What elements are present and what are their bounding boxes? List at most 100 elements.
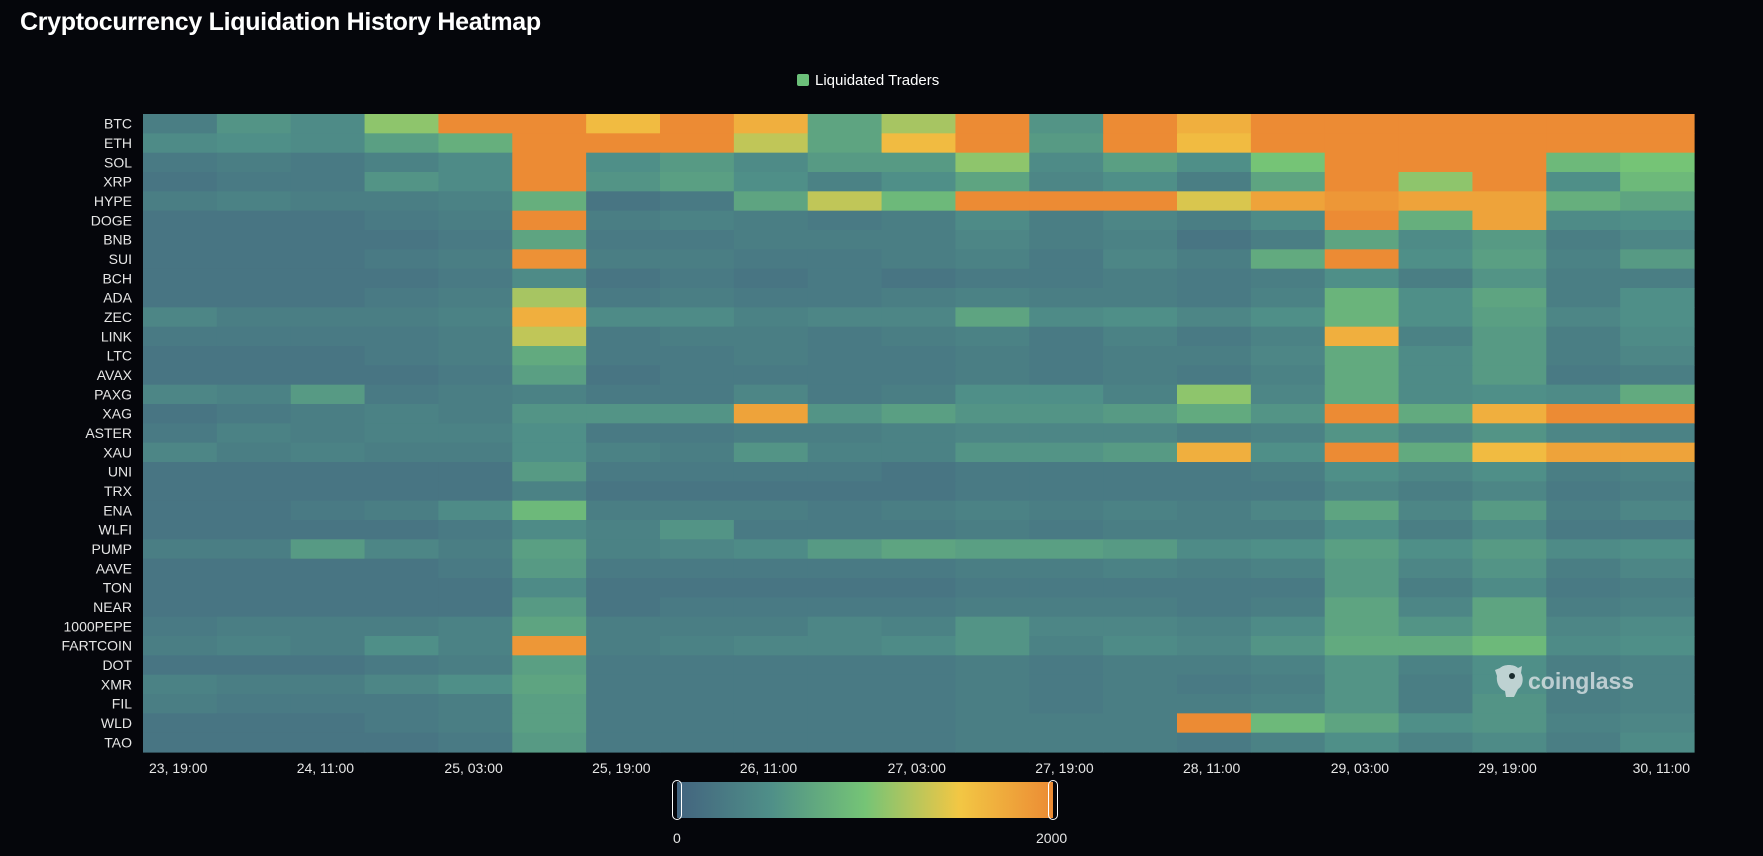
heatmap-cell[interactable] [1472, 442, 1547, 463]
heatmap-cell[interactable] [1103, 288, 1178, 308]
heatmap-cell[interactable] [1250, 481, 1326, 502]
heatmap-cell[interactable] [1620, 133, 1695, 154]
heatmap-cell[interactable] [660, 616, 735, 637]
heatmap-cell[interactable] [1029, 500, 1104, 521]
heatmap-cell[interactable] [1546, 462, 1621, 482]
heatmap-cell[interactable] [733, 636, 809, 656]
heatmap-cell[interactable] [1029, 268, 1104, 289]
heatmap-cell[interactable] [1620, 578, 1695, 598]
heatmap-cell[interactable] [660, 539, 735, 560]
heatmap-cell[interactable] [364, 133, 440, 154]
heatmap-cell[interactable] [1250, 597, 1326, 618]
heatmap-cell[interactable] [660, 230, 735, 250]
heatmap-cell[interactable] [955, 307, 1030, 328]
heatmap-cell[interactable] [438, 346, 513, 366]
heatmap-cell[interactable] [438, 694, 513, 714]
heatmap-cell[interactable] [586, 210, 661, 231]
heatmap-cell[interactable] [216, 249, 292, 270]
heatmap-cell[interactable] [438, 674, 513, 695]
heatmap-cell[interactable] [1029, 694, 1104, 714]
heatmap-cell[interactable] [1029, 713, 1104, 734]
heatmap-cell[interactable] [955, 268, 1030, 289]
heatmap-cell[interactable] [1324, 268, 1400, 289]
heatmap-cell[interactable] [143, 288, 218, 308]
heatmap-cell[interactable] [1620, 674, 1695, 695]
heatmap-cell[interactable] [586, 384, 661, 405]
heatmap-cell[interactable] [807, 636, 883, 656]
heatmap-cell[interactable] [1324, 636, 1400, 656]
heatmap-cell[interactable] [955, 326, 1030, 347]
heatmap-cell[interactable] [660, 133, 735, 154]
heatmap-cell[interactable] [143, 152, 218, 173]
heatmap-cell[interactable] [1472, 423, 1547, 444]
heatmap-cell[interactable] [807, 597, 883, 618]
heatmap-cell[interactable] [438, 307, 513, 328]
heatmap-cell[interactable] [733, 500, 809, 521]
heatmap-cell[interactable] [143, 268, 218, 289]
heatmap-cell[interactable] [955, 732, 1030, 753]
heatmap-cell[interactable] [216, 597, 292, 618]
heatmap-cell[interactable] [1177, 616, 1252, 637]
heatmap-cell[interactable] [1472, 384, 1547, 405]
heatmap-cell[interactable] [881, 114, 957, 134]
heatmap-cell[interactable] [1029, 539, 1104, 560]
heatmap-cell[interactable] [438, 249, 513, 270]
visual-map-min-handle[interactable] [672, 780, 682, 820]
heatmap-cell[interactable] [733, 616, 809, 637]
heatmap-cell[interactable] [1398, 597, 1474, 618]
heatmap-cell[interactable] [143, 210, 218, 231]
heatmap-cell[interactable] [1029, 674, 1104, 695]
heatmap-cell[interactable] [586, 152, 661, 173]
heatmap-cell[interactable] [1177, 636, 1252, 656]
heatmap-cell[interactable] [807, 616, 883, 637]
heatmap-cell[interactable] [216, 365, 292, 386]
heatmap-cell[interactable] [364, 172, 440, 192]
heatmap-cell[interactable] [955, 172, 1030, 192]
heatmap-cell[interactable] [881, 578, 957, 598]
heatmap-cell[interactable] [881, 732, 957, 753]
heatmap-cell[interactable] [1620, 732, 1695, 753]
heatmap-cell[interactable] [1250, 713, 1326, 734]
heatmap-cell[interactable] [143, 249, 218, 270]
heatmap-cell[interactable] [586, 732, 661, 753]
heatmap-cell[interactable] [1324, 655, 1400, 676]
heatmap-cell[interactable] [807, 558, 883, 579]
heatmap-cell[interactable] [881, 191, 957, 212]
heatmap-cell[interactable] [955, 404, 1030, 424]
heatmap-chart[interactable]: BTC ETH SOL XRP HYPE DOGE BNB SUI BCH ADA ZEC LINK L… [0, 0, 1763, 775]
heatmap-cell[interactable] [1103, 133, 1178, 154]
heatmap-cell[interactable] [216, 481, 292, 502]
heatmap-cell[interactable] [364, 230, 440, 250]
heatmap-cell[interactable] [512, 384, 587, 405]
heatmap-cell[interactable] [1620, 114, 1695, 134]
heatmap-cell[interactable] [290, 674, 366, 695]
heatmap-cell[interactable] [216, 655, 292, 676]
heatmap-cell[interactable] [1398, 210, 1474, 231]
heatmap-cell[interactable] [1177, 423, 1252, 444]
heatmap-cell[interactable] [955, 365, 1030, 386]
heatmap-cell[interactable] [1398, 114, 1474, 134]
heatmap-cell[interactable] [364, 462, 440, 482]
heatmap-cell[interactable] [512, 616, 587, 637]
heatmap-cell[interactable] [512, 326, 587, 347]
heatmap-cell[interactable] [733, 442, 809, 463]
heatmap-cell[interactable] [1546, 713, 1621, 734]
heatmap-cell[interactable] [1398, 462, 1474, 482]
heatmap-cell[interactable] [364, 694, 440, 714]
heatmap-cell[interactable] [1324, 423, 1400, 444]
heatmap-cell[interactable] [1324, 578, 1400, 598]
heatmap-cell[interactable] [364, 268, 440, 289]
heatmap-cell[interactable] [216, 462, 292, 482]
heatmap-cell[interactable] [1398, 578, 1474, 598]
heatmap-cell[interactable] [290, 558, 366, 579]
heatmap-cell[interactable] [290, 539, 366, 560]
heatmap-cell[interactable] [1324, 404, 1400, 424]
heatmap-cell[interactable] [660, 307, 735, 328]
heatmap-cell[interactable] [660, 268, 735, 289]
heatmap-cell[interactable] [1029, 172, 1104, 192]
heatmap-cell[interactable] [143, 114, 218, 134]
heatmap-cell[interactable] [143, 423, 218, 444]
heatmap-cell[interactable] [586, 172, 661, 192]
heatmap-cell[interactable] [586, 442, 661, 463]
heatmap-cell[interactable] [733, 384, 809, 405]
